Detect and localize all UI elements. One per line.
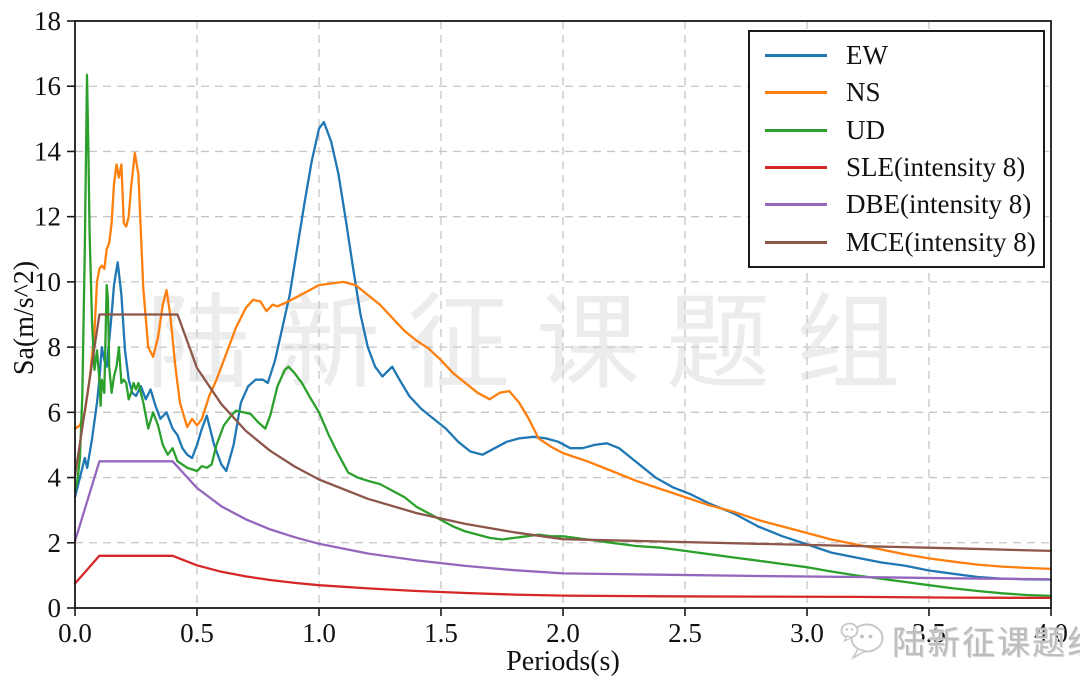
- legend-label-dbe: DBE(intensity 8): [846, 189, 1032, 220]
- legend-label-ew: EW: [846, 40, 888, 71]
- y-tick-label: 12: [34, 202, 61, 232]
- x-axis-label: Periods(s): [506, 646, 620, 677]
- y-tick-label: 10: [34, 267, 61, 297]
- y-tick-label: 6: [48, 397, 62, 427]
- x-tick-label: 0.5: [180, 618, 214, 648]
- legend-line-swatch-mce: [765, 240, 827, 244]
- legend-line-swatch-ns: [765, 91, 827, 95]
- legend-line-swatch-ew: [765, 54, 827, 58]
- legend-line-swatch-sle: [765, 166, 827, 170]
- legend-box: EW NS UD SLE(intensity 8) DBE(intensity 8) MC…: [748, 30, 1045, 268]
- legend-label-mce: MCE(intensity 8): [846, 226, 1036, 257]
- y-tick-label: 14: [34, 136, 62, 166]
- series-line-mce: [73, 313, 1053, 553]
- series-line-sle: [73, 554, 1053, 600]
- x-tick-label: 3.5: [912, 618, 946, 648]
- x-tick-label: 1.5: [424, 618, 458, 648]
- legend-entry-dbe: DBE(intensity 8): [750, 188, 1043, 221]
- x-tick-label: 3.0: [790, 618, 824, 648]
- x-tick-label: 4.0: [1034, 618, 1068, 648]
- legend-entry-sle: SLE(intensity 8): [750, 151, 1043, 184]
- watermark-badge: 陆新征课题组: [840, 616, 1080, 664]
- series-line-dbe: [73, 460, 1053, 581]
- legend-entry-ns: NS: [750, 76, 1043, 109]
- y-tick-label: 2: [48, 528, 62, 558]
- legend-entry-ew: EW: [750, 39, 1043, 72]
- legend-label-sle: SLE(intensity 8): [846, 152, 1026, 183]
- legend-entry-mce: MCE(intensity 8): [750, 226, 1043, 259]
- y-tick-label: 0: [48, 593, 62, 623]
- y-tick-label: 16: [34, 71, 61, 101]
- x-tick-label: 2.0: [546, 618, 580, 648]
- y-axis-label: Sa(m/s^2): [9, 260, 40, 376]
- legend-label-ns: NS: [846, 77, 881, 108]
- x-tick-label: 0.0: [58, 618, 92, 648]
- x-tick-label: 2.5: [668, 618, 702, 648]
- legend-line-swatch-ud: [765, 128, 827, 132]
- watermark-badge-text: 陆新征课题组: [892, 626, 1080, 662]
- legend-line-swatch-dbe: [765, 203, 827, 207]
- series-line-ns: [73, 151, 1053, 571]
- y-tick-label: 4: [48, 463, 62, 493]
- x-tick-label: 1.0: [302, 618, 336, 648]
- y-tick-label: 8: [48, 332, 62, 362]
- series-line-ew: [73, 120, 1053, 581]
- legend-label-ud: UD: [846, 114, 885, 145]
- legend-entry-ud: UD: [750, 114, 1043, 147]
- y-tick-label: 18: [34, 6, 61, 36]
- series-line-ud: [73, 73, 1053, 598]
- wechat-mascot-logo: [840, 622, 884, 661]
